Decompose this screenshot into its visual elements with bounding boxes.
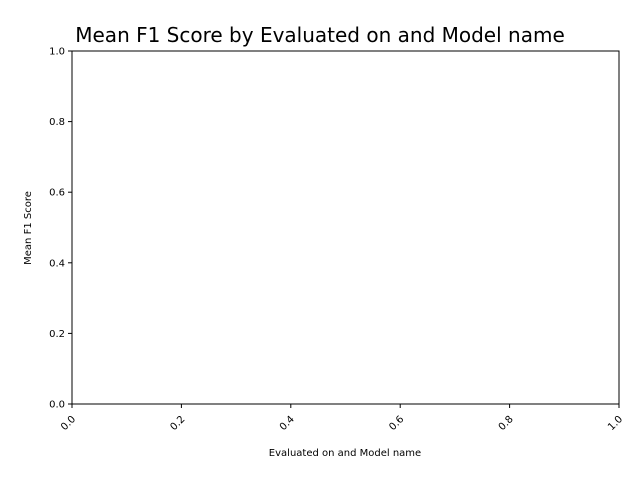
x-tick-label: 0.4 [278, 414, 297, 433]
y-axis-label: Mean F1 Score [23, 191, 34, 265]
x-tick-label: 1.0 [606, 414, 625, 433]
plot-area [71, 50, 620, 405]
x-tick-label: 0.2 [168, 414, 187, 433]
y-tick-label: 0.8 [49, 117, 65, 128]
y-tick-label: 0.6 [49, 188, 65, 199]
y-tick-label: 0.0 [49, 400, 65, 411]
x-tick-label: 0.0 [59, 414, 78, 433]
x-axis: 0.0 0.2 0.4 0.6 0.8 1.0 [59, 404, 625, 433]
x-tick-label: 0.6 [387, 414, 406, 433]
y-tick-label: 1.0 [49, 47, 65, 58]
chart-title: Mean F1 Score by Evaluated on and Model … [75, 23, 565, 47]
x-axis-label: Evaluated on and Model name [269, 448, 421, 459]
y-tick-label: 0.2 [49, 329, 65, 340]
x-tick-label: 0.8 [497, 414, 516, 433]
y-tick-label: 0.4 [49, 258, 65, 269]
y-axis: 0.0 0.2 0.4 0.6 0.8 1.0 [49, 47, 72, 411]
